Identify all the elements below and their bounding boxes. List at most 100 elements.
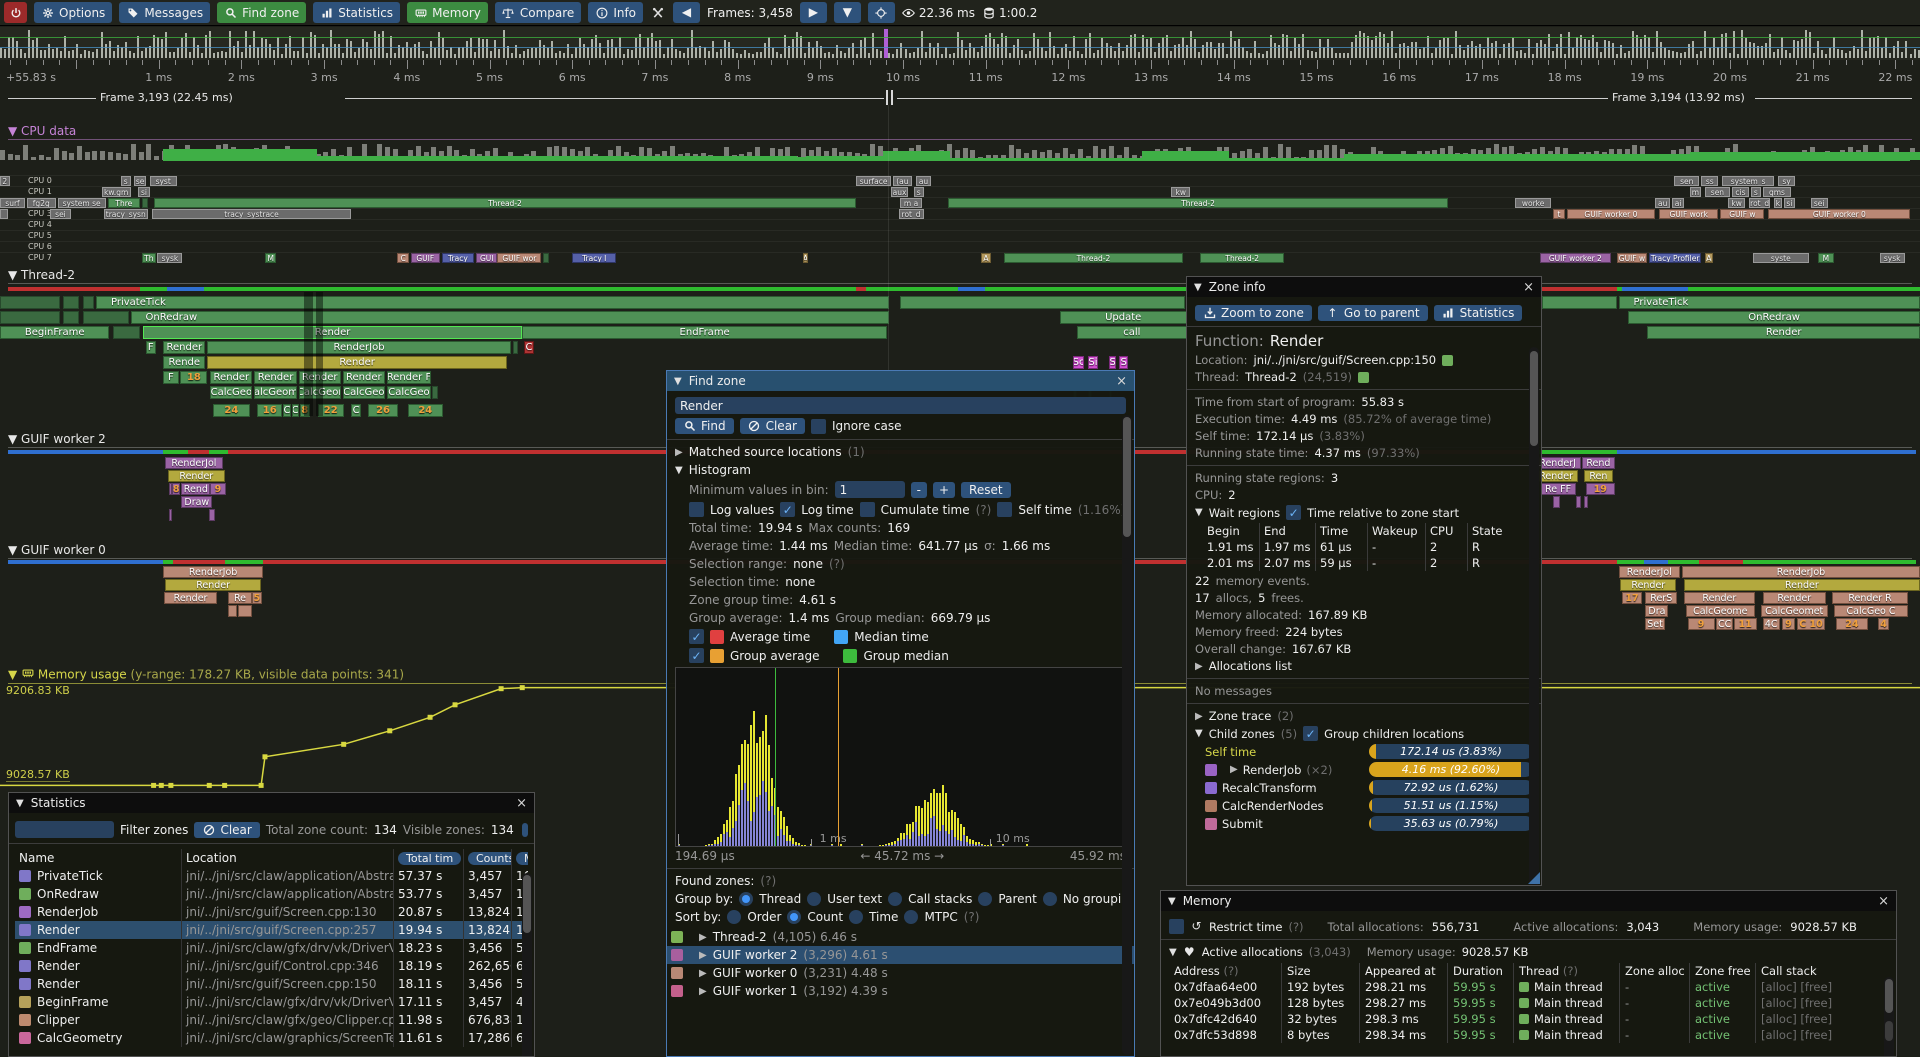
frame-bar[interactable] bbox=[52, 48, 55, 58]
frame-bar[interactable] bbox=[1455, 31, 1458, 58]
timeline-zone-renderjol[interactable]: RenderJol bbox=[1618, 566, 1680, 578]
timeline-zone-privatetick[interactable]: PrivateTick bbox=[1618, 296, 1920, 309]
frame-bar[interactable] bbox=[1539, 40, 1542, 58]
frame-bar[interactable] bbox=[341, 53, 344, 58]
sort-by-radio-order[interactable] bbox=[727, 910, 742, 924]
timeline-zone[interactable] bbox=[543, 253, 550, 263]
frame-bar[interactable] bbox=[1101, 38, 1104, 58]
histogram-caret-icon[interactable]: ▼ bbox=[675, 464, 683, 476]
frame-bar[interactable] bbox=[68, 50, 71, 58]
options-button[interactable]: Options bbox=[34, 2, 113, 23]
frame-bar[interactable] bbox=[872, 33, 875, 58]
legend-swatch[interactable] bbox=[834, 629, 849, 644]
frame-bar[interactable] bbox=[1515, 51, 1518, 58]
timeline-zone-calcgeome[interactable]: CalcGeome bbox=[254, 386, 297, 399]
frame-bar[interactable] bbox=[1483, 48, 1486, 58]
frame-bar[interactable] bbox=[1262, 53, 1265, 58]
frame-bar[interactable] bbox=[1700, 50, 1703, 58]
frame-bar[interactable] bbox=[196, 45, 199, 58]
frame-bar[interactable] bbox=[506, 46, 509, 58]
frame-bar[interactable] bbox=[418, 41, 421, 58]
frame-bar[interactable] bbox=[936, 42, 939, 58]
frame-bar[interactable] bbox=[804, 52, 806, 58]
frame-bar[interactable] bbox=[655, 41, 658, 58]
timeline-zone-sen[interactable]: sen bbox=[1704, 187, 1730, 197]
frame-bar[interactable] bbox=[1608, 40, 1610, 58]
frame-bar[interactable] bbox=[904, 49, 907, 58]
timeline-zone[interactable] bbox=[142, 198, 148, 208]
frame-bar[interactable] bbox=[687, 47, 690, 58]
frame-bar[interactable] bbox=[731, 49, 734, 58]
frame-bar[interactable] bbox=[1423, 46, 1426, 58]
timeline-zone-kw-gm[interactable]: kw.gm bbox=[101, 187, 131, 197]
frame-bar[interactable] bbox=[144, 47, 147, 58]
frame-bar[interactable] bbox=[1776, 49, 1779, 58]
frame-bar[interactable] bbox=[1913, 49, 1916, 58]
timeline-zone-16[interactable]: 16 bbox=[257, 404, 283, 417]
found-zone-group-thread-2[interactable]: ▶ Thread-2 (4,105) 6.46 s bbox=[667, 928, 1134, 946]
timeline-zone-11[interactable]: 11 bbox=[1733, 618, 1757, 630]
timeline-zone-au[interactable]: au bbox=[1655, 198, 1671, 208]
timeline-zone-calcgeomet[interactable]: CalcGeomet bbox=[1760, 605, 1828, 617]
timeline-zone-sei[interactable]: sei bbox=[49, 209, 72, 219]
frame-bar[interactable] bbox=[1431, 52, 1434, 58]
frame-bar[interactable] bbox=[92, 52, 95, 58]
section-title[interactable]: GUIF worker 2 bbox=[21, 432, 106, 446]
frame-bar[interactable] bbox=[892, 54, 895, 58]
frame-bar[interactable] bbox=[1680, 53, 1683, 58]
frame-bar[interactable] bbox=[1475, 45, 1478, 58]
timeline-zone-c[interactable]: C bbox=[291, 404, 299, 417]
frame-bar[interactable] bbox=[1881, 47, 1884, 58]
frame-bar[interactable] bbox=[245, 30, 248, 58]
timeline-zone[interactable] bbox=[0, 311, 60, 324]
frame-bar[interactable] bbox=[1813, 52, 1816, 58]
frame-bar[interactable] bbox=[1531, 53, 1534, 58]
timeline-zone-kw[interactable]: kw bbox=[1171, 187, 1191, 197]
frame-bar[interactable] bbox=[1117, 42, 1120, 58]
frame-bar[interactable] bbox=[1495, 41, 1498, 58]
memory-column-duration[interactable]: Duration bbox=[1447, 963, 1513, 979]
frame-bar[interactable] bbox=[1720, 34, 1723, 58]
statistics-row-calcgeometry[interactable]: CalcGeometry jni/../jni/src/claw/graphics… bbox=[15, 1029, 528, 1047]
checkbox-cumulate-time[interactable] bbox=[859, 502, 875, 517]
timeline-zone-sysk[interactable]: sysk bbox=[157, 253, 183, 263]
timeline-zone-m[interactable]: M bbox=[1818, 253, 1834, 263]
timeline-zone-gui[interactable]: GUI bbox=[476, 253, 498, 263]
section-caret-icon[interactable]: ▼ bbox=[8, 543, 22, 557]
selected-frame-bar[interactable] bbox=[884, 29, 888, 58]
frame-bar[interactable] bbox=[1841, 50, 1844, 58]
frame-bar[interactable] bbox=[1045, 50, 1048, 58]
frame-bar[interactable] bbox=[940, 53, 943, 58]
memory-titlebar[interactable]: ▼ Memory × bbox=[1161, 891, 1896, 911]
frame-bar[interactable] bbox=[381, 30, 384, 58]
frame-bar[interactable] bbox=[916, 47, 919, 58]
timeline-zone-k[interactable]: k bbox=[1774, 198, 1782, 208]
frame-bar[interactable] bbox=[1346, 52, 1349, 58]
frame-bar[interactable] bbox=[1471, 40, 1474, 58]
go-to-parent-button[interactable]: ↑ Go to parent bbox=[1317, 305, 1428, 321]
timeline-zone-render-f[interactable]: Render F bbox=[386, 371, 432, 384]
timeline-zone[interactable] bbox=[82, 311, 129, 324]
info-button[interactable]: Info bbox=[588, 2, 644, 23]
frame-bar[interactable] bbox=[1077, 50, 1080, 58]
timeline-zone-si[interactable]: si bbox=[138, 187, 150, 197]
frame-bar[interactable] bbox=[671, 39, 674, 58]
section-title[interactable]: CPU data bbox=[21, 124, 77, 138]
timeline-zone-render[interactable]: Render bbox=[210, 371, 253, 384]
frame-bar[interactable] bbox=[791, 38, 794, 58]
frame-bar[interactable] bbox=[578, 38, 581, 58]
collapse-caret-icon[interactable]: ▼ bbox=[1194, 281, 1202, 293]
timeline-zone-24[interactable]: 24 bbox=[213, 404, 250, 417]
frame-bar[interactable] bbox=[1246, 50, 1249, 58]
frame-bar[interactable] bbox=[213, 52, 216, 58]
frame-bar[interactable] bbox=[1708, 47, 1711, 58]
frame-bar[interactable] bbox=[225, 51, 228, 58]
frame-bar[interactable] bbox=[373, 31, 376, 58]
frame-bar[interactable] bbox=[615, 46, 618, 58]
frame-bar[interactable] bbox=[305, 53, 308, 58]
memory-column-zone-free[interactable]: Zone free bbox=[1689, 963, 1755, 979]
frame-bar[interactable] bbox=[1696, 53, 1699, 58]
frame-bar[interactable] bbox=[1382, 33, 1385, 58]
timeline-zone-cc[interactable]: CC bbox=[1716, 618, 1733, 630]
